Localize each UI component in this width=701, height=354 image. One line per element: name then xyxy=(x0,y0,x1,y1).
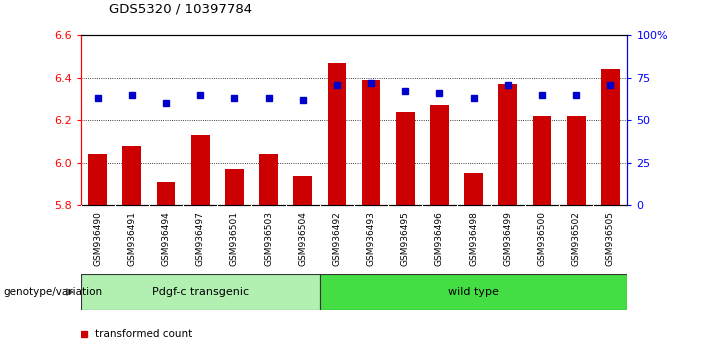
Text: wild type: wild type xyxy=(448,287,499,297)
Text: GSM936504: GSM936504 xyxy=(298,211,307,266)
Bar xyxy=(498,84,517,205)
Bar xyxy=(320,274,627,310)
Text: GSM936494: GSM936494 xyxy=(161,211,170,266)
Text: GSM936501: GSM936501 xyxy=(230,211,239,266)
Bar xyxy=(156,182,175,205)
Bar xyxy=(327,63,346,205)
Text: GSM936505: GSM936505 xyxy=(606,211,615,266)
Text: GSM936502: GSM936502 xyxy=(571,211,580,266)
Bar xyxy=(396,112,415,205)
Bar xyxy=(362,80,381,205)
Text: transformed count: transformed count xyxy=(95,329,192,339)
Text: GSM936500: GSM936500 xyxy=(538,211,547,266)
Text: GSM936493: GSM936493 xyxy=(367,211,376,266)
Bar xyxy=(601,69,620,205)
Bar xyxy=(566,116,585,205)
Bar xyxy=(533,116,552,205)
Text: GSM936497: GSM936497 xyxy=(196,211,205,266)
Bar xyxy=(293,176,312,205)
Text: GSM936492: GSM936492 xyxy=(332,211,341,266)
Bar xyxy=(225,169,244,205)
Text: GSM936491: GSM936491 xyxy=(128,211,137,266)
Bar xyxy=(259,154,278,205)
Bar xyxy=(464,173,483,205)
Text: GSM936495: GSM936495 xyxy=(401,211,410,266)
Text: Pdgf-c transgenic: Pdgf-c transgenic xyxy=(151,287,249,297)
Text: GDS5320 / 10397784: GDS5320 / 10397784 xyxy=(109,3,252,16)
Text: GSM936503: GSM936503 xyxy=(264,211,273,266)
Text: genotype/variation: genotype/variation xyxy=(4,287,102,297)
Text: GSM936496: GSM936496 xyxy=(435,211,444,266)
Bar xyxy=(430,105,449,205)
Bar xyxy=(123,146,142,205)
Bar xyxy=(81,274,320,310)
Text: GSM936499: GSM936499 xyxy=(503,211,512,266)
Text: GSM936490: GSM936490 xyxy=(93,211,102,266)
Bar xyxy=(191,135,210,205)
Text: GSM936498: GSM936498 xyxy=(469,211,478,266)
Bar xyxy=(88,154,107,205)
